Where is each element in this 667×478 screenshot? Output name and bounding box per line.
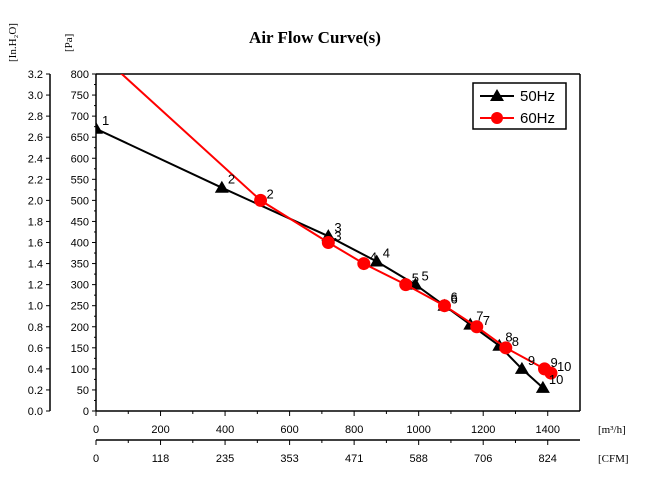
x-unit-m3h: [m³/h] [598, 424, 626, 436]
point-label-60hz: 6 [450, 292, 457, 307]
legend-box [472, 82, 567, 130]
y-tick-label-pa: 700 [71, 111, 89, 123]
y-tick-label-pa: 600 [71, 153, 89, 165]
x-tick-label-cfm: 0 [93, 453, 99, 465]
y-tick-label-pa: 200 [71, 322, 89, 334]
x-tick-label-cfm: 588 [409, 453, 427, 465]
point-label-50hz: 10 [549, 372, 563, 387]
x-tick-label-m3h: 800 [345, 424, 363, 436]
x-tick-label-m3h: 1400 [535, 424, 559, 436]
point-label-60hz: 4 [370, 250, 377, 265]
point-label-60hz: 7 [483, 313, 490, 328]
point-60hz [499, 341, 513, 355]
y-tick-label-inh2o: 3.2 [28, 69, 43, 81]
point-50hz [96, 121, 103, 134]
y-tick-label-inh2o: 0.2 [28, 385, 43, 397]
y-tick-label-inh2o: 0.0 [28, 406, 43, 418]
point-label-60hz: 5 [412, 271, 419, 286]
y-tick-label-inh2o: 2.6 [28, 132, 43, 144]
y-tick-label-inh2o: 2.8 [28, 111, 43, 123]
y-tick-label-inh2o: 0.4 [28, 364, 43, 376]
x-tick-label-cfm: 118 [152, 453, 170, 465]
point-60hz [470, 320, 484, 334]
point-60hz [544, 366, 558, 380]
x-tick-label-m3h: 1000 [406, 424, 430, 436]
point-label-50hz: 6 [450, 290, 457, 305]
chart-title: Air Flow Curve(s) [249, 28, 381, 47]
x-tick-label-cfm: 706 [474, 453, 492, 465]
point-50hz [514, 361, 529, 374]
point-label-50hz: 4 [383, 245, 390, 260]
point-label-50hz: 8 [505, 330, 512, 345]
x-tick-label-m3h: 400 [216, 424, 234, 436]
legend-60hz-marker [491, 112, 503, 124]
axes: 00.0500.21000.41500.62000.82501.03001.23… [28, 69, 581, 465]
x-unit-cfm: [CFM] [598, 453, 629, 465]
y-tick-label-pa: 150 [71, 343, 89, 355]
y-tick-label-pa: 300 [71, 280, 89, 292]
y-tick-label-inh2o: 1.4 [28, 259, 43, 271]
point-60hz [254, 193, 268, 207]
y-tick-label-inh2o: 1.0 [28, 301, 43, 313]
point-60hz [357, 257, 371, 271]
y-tick-label-pa: 50 [77, 385, 89, 397]
y-tick-label-inh2o: 2.0 [28, 195, 43, 207]
y-tick-label-pa: 400 [71, 238, 89, 250]
point-50hz [535, 380, 550, 393]
y-unit-inh2o: [In.H₂O] [7, 23, 19, 62]
y-tick-label-pa: 100 [71, 364, 89, 376]
x-tick-label-cfm: 824 [539, 453, 557, 465]
legend: 50Hz 60Hz [472, 82, 567, 130]
x-tick-label-m3h: 1200 [471, 424, 495, 436]
point-label-50hz: 7 [476, 309, 483, 324]
point-label-60hz: 9 [551, 355, 558, 370]
point-label-50hz: 9 [528, 353, 535, 368]
y-tick-label-inh2o: 3.0 [28, 90, 43, 102]
point-label-50hz: 5 [421, 269, 428, 284]
series-layer [96, 74, 558, 393]
x-tick-label-cfm: 353 [280, 453, 298, 465]
y-unit-pa: [Pa] [63, 34, 75, 52]
y-tick-label-pa: 450 [71, 216, 89, 228]
legend-50hz-label: 50Hz [520, 88, 555, 105]
y-tick-label-inh2o: 2.2 [28, 174, 43, 186]
legend-50hz-marker [490, 89, 504, 101]
point-50hz [369, 254, 384, 267]
point-50hz [214, 180, 229, 193]
point-label-50hz: 3 [334, 220, 341, 235]
y-tick-label-pa: 650 [71, 132, 89, 144]
y-tick-label-pa: 250 [71, 301, 89, 313]
y-tick-label-pa: 750 [71, 90, 89, 102]
x-tick-label-cfm: 471 [345, 453, 363, 465]
y-tick-label-inh2o: 0.6 [28, 343, 43, 355]
y-tick-label-inh2o: 1.8 [28, 216, 43, 228]
series-line-50hz [96, 127, 544, 389]
point-60hz [321, 236, 335, 249]
x-tick-label-m3h: 600 [280, 424, 298, 436]
point-label-60hz: 2 [267, 186, 274, 201]
y-tick-label-inh2o: 1.6 [28, 238, 43, 250]
y-tick-label-pa: 0 [83, 406, 89, 418]
y-tick-label-pa: 500 [71, 195, 89, 207]
y-tick-label-pa: 350 [71, 259, 89, 271]
y-tick-label-inh2o: 2.4 [28, 153, 43, 165]
point-label-50hz: 1 [102, 113, 109, 128]
legend-60hz-label: 60Hz [520, 110, 555, 127]
y-tick-label-inh2o: 0.8 [28, 322, 43, 334]
point-label-60hz: 10 [557, 359, 571, 374]
y-tick-label-pa: 800 [71, 69, 89, 81]
y-tick-label-pa: 550 [71, 174, 89, 186]
point-label-60hz: 8 [512, 334, 519, 349]
x-tick-label-m3h: 0 [93, 424, 99, 436]
x-tick-label-m3h: 200 [151, 424, 169, 436]
point-label-50hz: 2 [228, 172, 235, 187]
point-60hz [399, 278, 413, 292]
point-60hz [437, 299, 451, 313]
x-tick-label-cfm: 235 [216, 453, 234, 465]
y-tick-label-inh2o: 1.2 [28, 280, 43, 292]
point-label-60hz: 3 [334, 229, 341, 244]
